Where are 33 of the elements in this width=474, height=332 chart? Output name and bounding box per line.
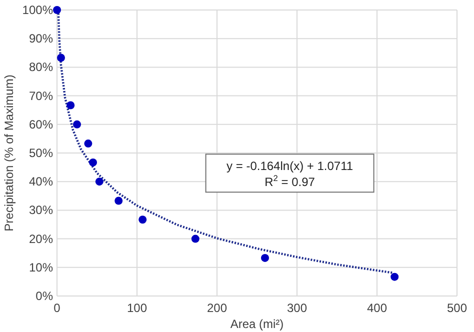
y-tick-label: 10% bbox=[28, 260, 54, 274]
point bbox=[66, 101, 75, 110]
point bbox=[89, 158, 97, 166]
y-tick-label: 0% bbox=[36, 289, 54, 303]
x-axis-title: Area (mi²) bbox=[230, 317, 284, 331]
y-tick-label: 60% bbox=[28, 117, 54, 132]
point bbox=[114, 196, 123, 205]
point bbox=[53, 6, 61, 14]
point bbox=[57, 54, 65, 62]
x-tick-label: 400 bbox=[366, 301, 388, 315]
x-tick-label: 200 bbox=[206, 301, 228, 315]
y-tick-label: 90% bbox=[28, 32, 54, 46]
y-tick-label: 50% bbox=[28, 146, 54, 160]
annotation: R$^{2}$ = 0.97 bbox=[264, 173, 316, 190]
x-tick-label: 100 bbox=[126, 301, 148, 315]
point bbox=[390, 272, 399, 281]
y-tick-label: 80% bbox=[28, 60, 54, 74]
x-tick-label: 300 bbox=[286, 301, 308, 315]
y-tick-label: 20% bbox=[28, 232, 54, 246]
point bbox=[138, 216, 147, 224]
x-tick-label: 500 bbox=[446, 301, 468, 315]
point bbox=[95, 178, 104, 186]
annotation: y = -0.164ln(x) + 1.0711 bbox=[226, 159, 354, 174]
x-tick-label: 0 bbox=[54, 301, 61, 315]
y-tick-label: 40% bbox=[28, 174, 54, 189]
point bbox=[191, 234, 200, 243]
y-tick-label: 30% bbox=[28, 203, 54, 218]
point bbox=[73, 120, 81, 128]
y-tick-label: 70% bbox=[28, 88, 54, 103]
point bbox=[261, 254, 269, 262]
y-axis-title: Precipitation (% of Maximum) bbox=[2, 74, 16, 232]
point bbox=[84, 140, 92, 148]
y-tick-label: 100% bbox=[22, 3, 54, 17]
